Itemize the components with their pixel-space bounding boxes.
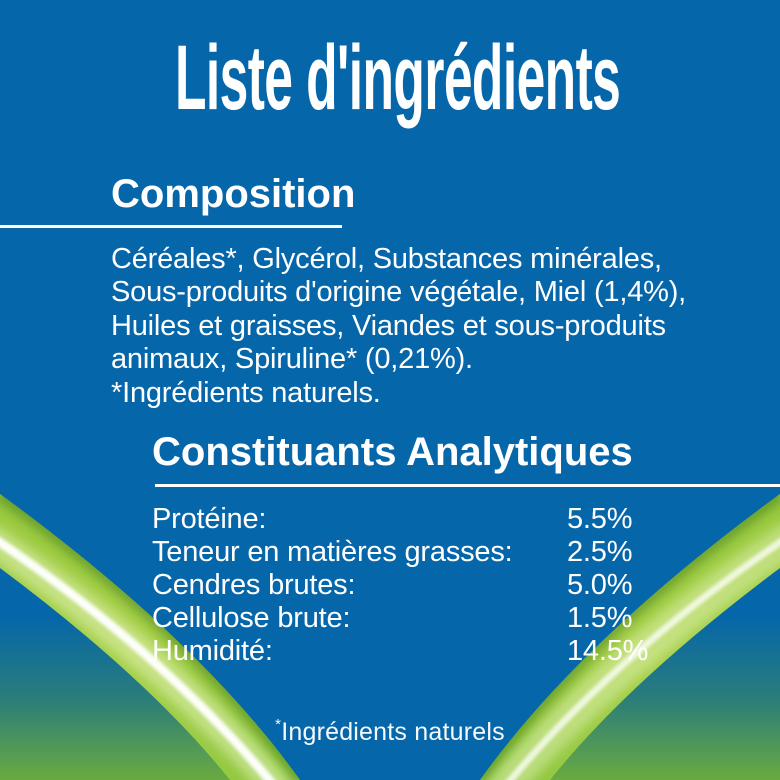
table-row: Cendres brutes: 5.0%: [152, 569, 712, 602]
ingredients-line: Huiles et graisses, Viandes et sous-prod…: [111, 309, 666, 342]
row-label: Cendres brutes:: [152, 569, 356, 601]
row-value: 2.5%: [567, 536, 633, 568]
row-value: 5.5%: [567, 503, 633, 535]
ingredients-line: animaux, Spiruline* (0,21%).: [111, 343, 473, 376]
row-value: 5.0%: [567, 569, 633, 601]
page-title: Liste d'ingrédients: [174, 27, 621, 129]
composition-heading: Composition: [111, 172, 356, 216]
page-title-wrap: Liste d'ingrédients: [0, 30, 780, 127]
ingredients-paragraph: Céréales*, Glycérol, Substances minérale…: [111, 243, 686, 410]
ingredients-line: Sous-produits d'origine végétale, Miel (…: [111, 276, 687, 309]
table-row: Cellulose brute: 1.5%: [152, 602, 712, 635]
row-label: Teneur en matières grasses:: [152, 536, 513, 568]
footnote-asterisk: *: [275, 716, 282, 733]
ingredients-line: Céréales*, Glycérol, Substances minérale…: [111, 243, 662, 275]
row-label: Humidité:: [152, 635, 273, 667]
analytical-divider: [155, 484, 780, 487]
ingredients-line: *Ingrédients naturels.: [111, 376, 381, 409]
table-row: Humidité: 14.5%: [152, 635, 712, 668]
footnote: *Ingrédients naturels: [0, 716, 780, 747]
footnote-text: Ingrédients naturels: [281, 718, 505, 746]
row-label: Protéine:: [152, 503, 267, 535]
analytical-table: Protéine: 5.5% Teneur en matières grasse…: [152, 503, 712, 668]
table-row: Teneur en matières grasses: 2.5%: [152, 536, 712, 569]
table-row: Protéine: 5.5%: [152, 503, 712, 536]
row-value: 14.5%: [567, 635, 649, 667]
analytical-heading: Constituants Analytiques: [152, 430, 633, 474]
composition-divider: [0, 225, 342, 228]
row-label: Cellulose brute:: [152, 602, 351, 634]
row-value: 1.5%: [567, 602, 633, 634]
